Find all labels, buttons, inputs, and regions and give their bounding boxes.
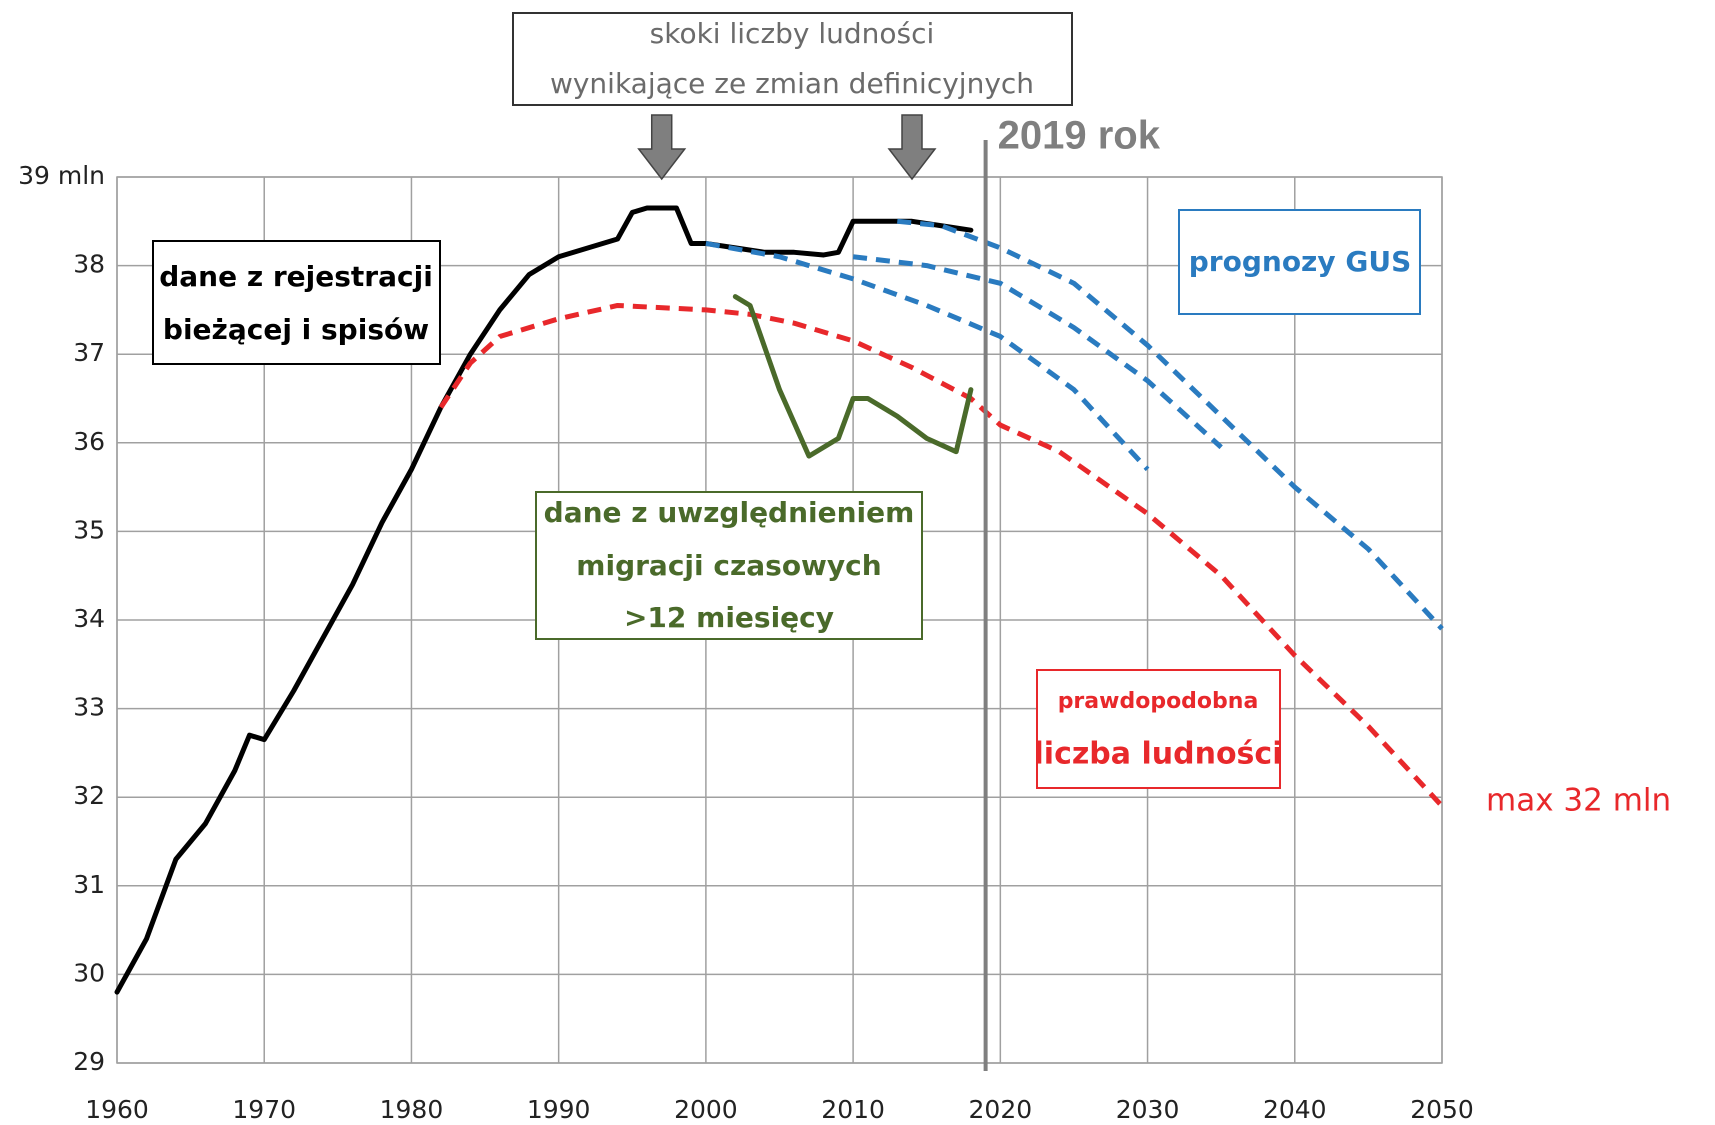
x-tick-label: 2030 <box>1116 1095 1180 1124</box>
data-line <box>705 240 1150 472</box>
annotation-text: dane z uwzględnieniem <box>544 496 915 529</box>
arrow <box>887 114 937 181</box>
annotation-box <box>1178 209 1421 315</box>
x-tick-label: 1960 <box>85 1095 149 1124</box>
x-tick-label: 1990 <box>527 1095 591 1124</box>
data-line <box>438 302 1444 808</box>
x-tick-label: 1970 <box>232 1095 296 1124</box>
annotation-text: bieżącej i spisów <box>163 313 429 346</box>
y-tick-label: 34 <box>73 604 105 633</box>
marker-label: 2019 rok <box>998 114 1161 158</box>
annotation-text: wynikające ze zmian definicyjnych <box>550 67 1034 100</box>
data-line <box>897 218 1444 631</box>
y-tick-label: 29 <box>73 1047 105 1076</box>
x-tick-label: 2010 <box>821 1095 885 1124</box>
y-tick-label: 36 <box>73 427 105 456</box>
data-line <box>114 205 974 995</box>
annotation-text: prawdopodobna <box>1058 689 1259 714</box>
y-tick-label: 33 <box>73 693 105 722</box>
y-tick-label: 35 <box>73 515 105 544</box>
y-tick-label: 31 <box>73 870 105 899</box>
annotation-box <box>512 12 1073 106</box>
x-tick-label: 2040 <box>1263 1095 1327 1124</box>
annotation-box <box>1036 669 1281 789</box>
y-tick-label: 32 <box>73 781 105 810</box>
x-tick-label: 2050 <box>1410 1095 1474 1124</box>
annotation-text: >12 miesięcy <box>624 601 834 634</box>
x-tick-label: 2000 <box>674 1095 738 1124</box>
annotation-text: liczba ludności <box>1034 737 1283 772</box>
annotation-text: skoki liczby ludności <box>650 17 935 50</box>
annotation-box <box>535 491 923 640</box>
annotation-text: max 32 mln <box>1486 783 1671 819</box>
x-tick-label: 2020 <box>969 1095 1033 1124</box>
y-tick-label: 38 <box>73 250 105 279</box>
annotation-text: prognozy GUS <box>1189 245 1411 278</box>
x-tick-label: 1980 <box>380 1095 444 1124</box>
y-tick-label: 30 <box>73 958 105 987</box>
y-tick-label: 39 mln <box>18 161 105 190</box>
y-tick-label: 37 <box>73 338 105 367</box>
annotation-text: dane z rejestracji <box>159 260 433 293</box>
data-line <box>732 294 974 459</box>
annotation-box <box>152 240 441 365</box>
arrow <box>637 114 687 181</box>
annotation-text: migracji czasowych <box>576 549 881 582</box>
data-line <box>852 254 1223 450</box>
